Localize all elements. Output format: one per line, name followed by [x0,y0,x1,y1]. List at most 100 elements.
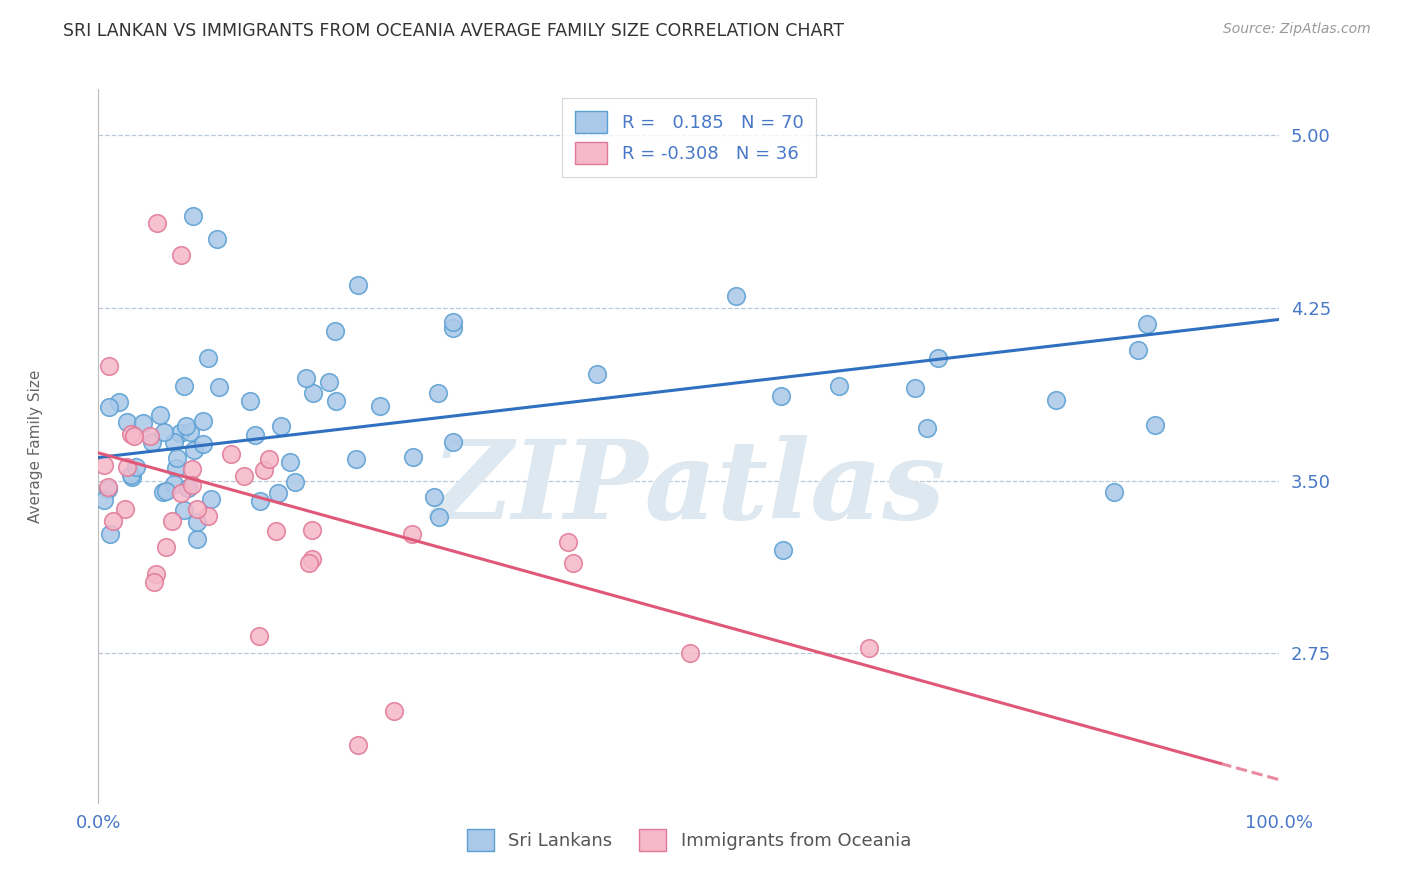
Point [772,542,794,557]
Point [325,394,347,409]
Point [186,515,208,529]
Point [441,315,464,329]
Point [725,289,748,303]
Point [146,216,169,230]
Point [1128,343,1150,357]
Point [302,385,325,400]
Point [169,486,191,500]
Point [1136,318,1159,332]
Point [368,399,391,413]
Point [323,324,346,338]
Point [679,646,702,660]
Point [1045,392,1067,407]
Point [97,359,120,374]
Point [179,425,201,440]
Point [98,400,121,414]
Point [163,435,186,450]
Point [586,367,609,381]
Point [122,428,145,442]
Point [264,524,287,539]
Point [121,469,143,483]
Point [162,515,184,529]
Point [827,378,849,392]
Point [927,351,949,366]
Point [124,460,146,475]
Point [301,523,323,537]
Point [139,429,162,443]
Text: SRI LANKAN VS IMMIGRANTS FROM OCEANIA AVERAGE FAMILY SIZE CORRELATION CHART: SRI LANKAN VS IMMIGRANTS FROM OCEANIA AV… [63,22,844,40]
Point [200,491,222,506]
Point [170,248,193,262]
Point [98,527,121,541]
Point [347,277,370,292]
Point [163,476,186,491]
Point [401,527,423,541]
Point [858,640,880,655]
Point [93,492,115,507]
Point [318,375,340,389]
Point [267,486,290,500]
Point [193,437,215,451]
Point [120,426,142,441]
Point [904,381,927,395]
Point [247,629,270,643]
Point [239,394,262,409]
Point [155,541,177,555]
Point [243,427,266,442]
Point [132,416,155,430]
Point [295,371,318,385]
Point [402,450,425,464]
Y-axis label: Average Family Size: Average Family Size [28,369,42,523]
Point [423,490,446,504]
Point [915,421,938,435]
Point [103,514,125,528]
Point [232,469,254,483]
Point [181,462,204,476]
Point [166,451,188,466]
Point [769,389,792,403]
Point [284,475,307,489]
Point [249,494,271,508]
Point [208,380,231,394]
Point [152,484,174,499]
Text: Source: ZipAtlas.com: Source: ZipAtlas.com [1223,22,1371,37]
Point [107,394,129,409]
Point [114,502,136,516]
Point [347,738,370,752]
Point [177,482,200,496]
Legend: Sri Lankans, Immigrants from Oceania: Sri Lankans, Immigrants from Oceania [460,822,918,858]
Point [382,704,405,718]
Point [301,551,323,566]
Point [1144,417,1167,432]
Point [205,232,228,246]
Point [197,508,219,523]
Point [120,468,142,483]
Point [427,386,450,401]
Point [97,482,120,496]
Point [173,379,195,393]
Point [278,455,301,469]
Point [253,463,276,477]
Point [193,414,215,428]
Point [427,509,450,524]
Point [186,502,208,516]
Point [270,419,292,434]
Point [441,320,464,334]
Point [344,451,367,466]
Point [183,443,205,458]
Point [173,503,195,517]
Point [257,452,280,467]
Point [561,557,583,571]
Point [153,425,176,439]
Point [165,461,187,475]
Point [557,534,579,549]
Point [115,460,138,475]
Point [298,556,321,570]
Point [143,574,166,589]
Point [441,435,464,450]
Point [1102,485,1125,500]
Point [93,458,115,472]
Point [219,447,242,461]
Point [97,480,120,494]
Point [149,408,172,422]
